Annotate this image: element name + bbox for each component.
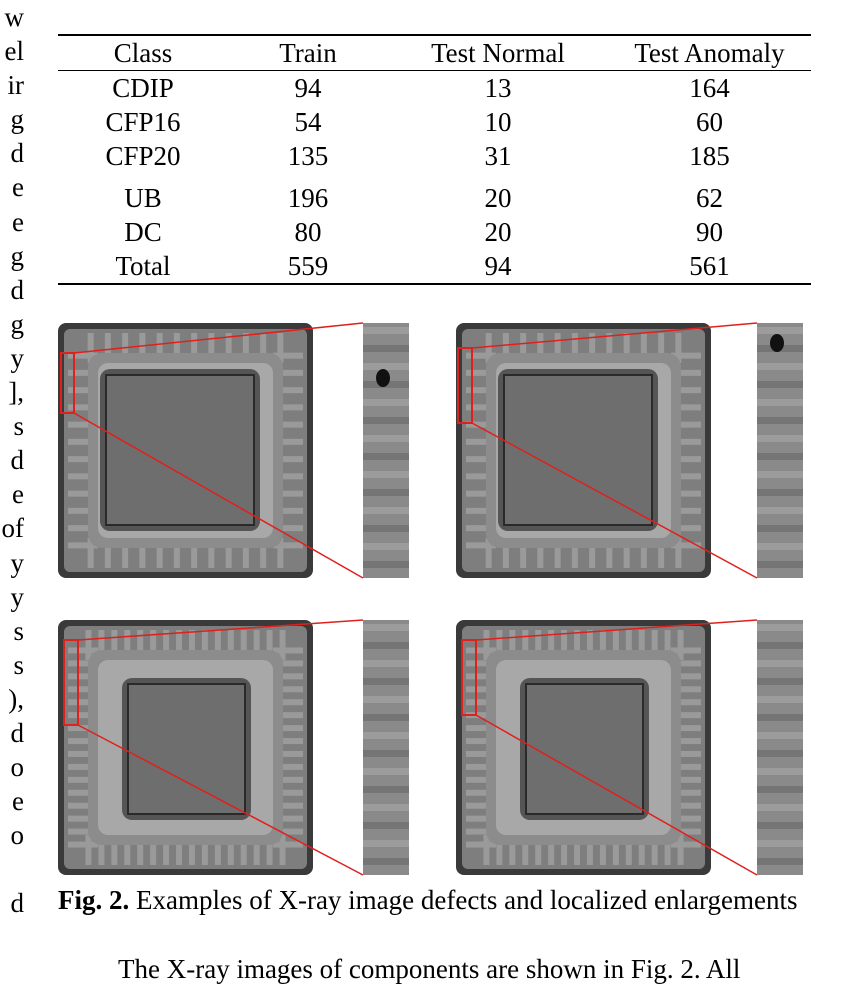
dataset-table: Class Train Test Normal Test Anomaly CDI…: [58, 34, 811, 285]
cell-class: CFP20: [105, 141, 181, 171]
left-column-fragment: d: [10, 717, 25, 748]
defect-highlight-box: [457, 347, 473, 424]
cell-class: DC: [124, 217, 162, 247]
cell-train: 80: [294, 217, 322, 247]
table-row: CFP16 54 10 60: [58, 105, 811, 139]
cell-train: 196: [287, 183, 329, 213]
left-column-fragment: el: [4, 36, 25, 67]
cell-class: CFP16: [105, 107, 181, 137]
left-column-fragments: w el ir g d e e g d g y], s d e of y y s s), d o e o d: [0, 0, 26, 982]
cell-train: 94: [294, 73, 322, 103]
left-column-fragment: d: [10, 138, 25, 169]
left-column-fragment: y: [10, 547, 25, 578]
left-column-fragment: ir: [7, 70, 25, 101]
zoom-connector-line: [471, 422, 758, 579]
xray-figure: [58, 322, 803, 876]
cell-test-normal: 20: [484, 183, 512, 213]
cell-class: Total: [115, 251, 171, 281]
panel-bottom-right: [456, 619, 803, 876]
left-column-fragment: y: [10, 581, 25, 612]
header-test-anomaly: Test Anomaly: [634, 38, 785, 68]
chip-pins: [466, 333, 701, 568]
left-column-fragment: e: [12, 479, 24, 510]
table-row: CDIP 94 13 164: [58, 71, 811, 106]
body-paragraph: The X-ray images of components are shown…: [118, 954, 741, 984]
left-column-fragment: e: [12, 206, 24, 237]
table-row: CFP20 135 31 185: [58, 139, 811, 173]
void-defect-mark: [770, 334, 784, 352]
left-column-fragment: s: [13, 649, 24, 680]
cell-test-normal: 13: [484, 73, 512, 103]
cell-train: 135: [287, 141, 329, 171]
left-column-fragment: d: [10, 274, 25, 305]
chip-pins: [466, 630, 701, 865]
left-column-fragment: g: [10, 308, 25, 339]
zoom-inset: [363, 620, 409, 875]
zoom-connector-line: [475, 619, 758, 641]
zoom-connector-line: [77, 724, 364, 876]
chip-pins: [68, 333, 303, 568]
zoom-connector-line: [73, 322, 364, 354]
die: [105, 374, 255, 526]
zoom-connector-line: [471, 322, 758, 349]
left-column-fragment: of: [1, 513, 25, 544]
left-column-fragment: w: [4, 2, 25, 32]
header-test-normal: Test Normal: [431, 38, 565, 68]
cell-test-anomaly: 164: [689, 73, 730, 103]
left-column-fragment: ],: [8, 377, 24, 408]
table-row: DC 80 20 90: [58, 215, 811, 249]
defect-highlight-box: [60, 352, 75, 414]
left-column-fragment: o: [10, 820, 25, 851]
table-row: Total 559 94 561: [58, 249, 811, 284]
left-column-fragment: e: [12, 786, 24, 817]
zoom-connector-line: [475, 714, 758, 876]
cell-test-anomaly: 60: [696, 107, 723, 137]
defect-highlight-box: [461, 639, 477, 716]
left-column-fragment: ),: [8, 683, 24, 714]
cell-test-anomaly: 90: [696, 217, 723, 247]
header-train: Train: [279, 38, 337, 68]
cell-class: UB: [124, 183, 162, 213]
zoom-inset: [363, 323, 409, 578]
cell-train: 54: [294, 107, 322, 137]
defect-highlight-box: [63, 639, 79, 726]
left-column-fragment: y: [10, 342, 25, 373]
figure-caption-text: Examples of X-ray image defects and loca…: [129, 885, 798, 915]
left-column-fragment: g: [10, 104, 25, 135]
left-column-fragment: g: [10, 240, 25, 271]
left-column-fragment: d: [10, 888, 25, 919]
die: [503, 374, 653, 526]
table-row: UB 196 20 62: [58, 173, 811, 215]
zoom-connector-line: [77, 619, 364, 641]
void-defect-mark: [376, 369, 390, 387]
zoom-inset: [757, 620, 803, 875]
cell-test-anomaly: 561: [689, 251, 730, 281]
panel-top-left: [58, 322, 409, 579]
header-class: Class: [113, 38, 173, 68]
figure-caption: Fig. 2. Examples of X-ray image defects …: [58, 882, 811, 918]
cell-test-normal: 20: [484, 217, 512, 247]
cell-test-anomaly: 185: [689, 141, 730, 171]
left-column-fragment: e: [12, 172, 24, 203]
cell-test-anomaly: 62: [696, 183, 723, 213]
table-header-row: Class Train Test Normal Test Anomaly: [58, 35, 811, 71]
cell-test-normal: 10: [484, 107, 512, 137]
zoom-connector-line: [73, 412, 364, 579]
chip-pins: [68, 630, 303, 865]
cell-train: 559: [287, 251, 329, 281]
cell-test-normal: 31: [484, 141, 512, 171]
panel-top-right: [456, 322, 803, 579]
cell-class: CDIP: [112, 73, 174, 103]
cell-test-normal: 94: [484, 251, 512, 281]
figure-label: Fig. 2.: [58, 885, 130, 915]
left-column-fragment: o: [10, 752, 25, 783]
die: [525, 683, 644, 815]
left-column-fragment: d: [10, 445, 25, 476]
zoom-inset: [757, 323, 803, 578]
panel-bottom-left: [58, 619, 409, 876]
left-column-fragment: s: [13, 615, 24, 646]
die: [127, 683, 246, 815]
left-column-fragment: s: [13, 411, 24, 442]
